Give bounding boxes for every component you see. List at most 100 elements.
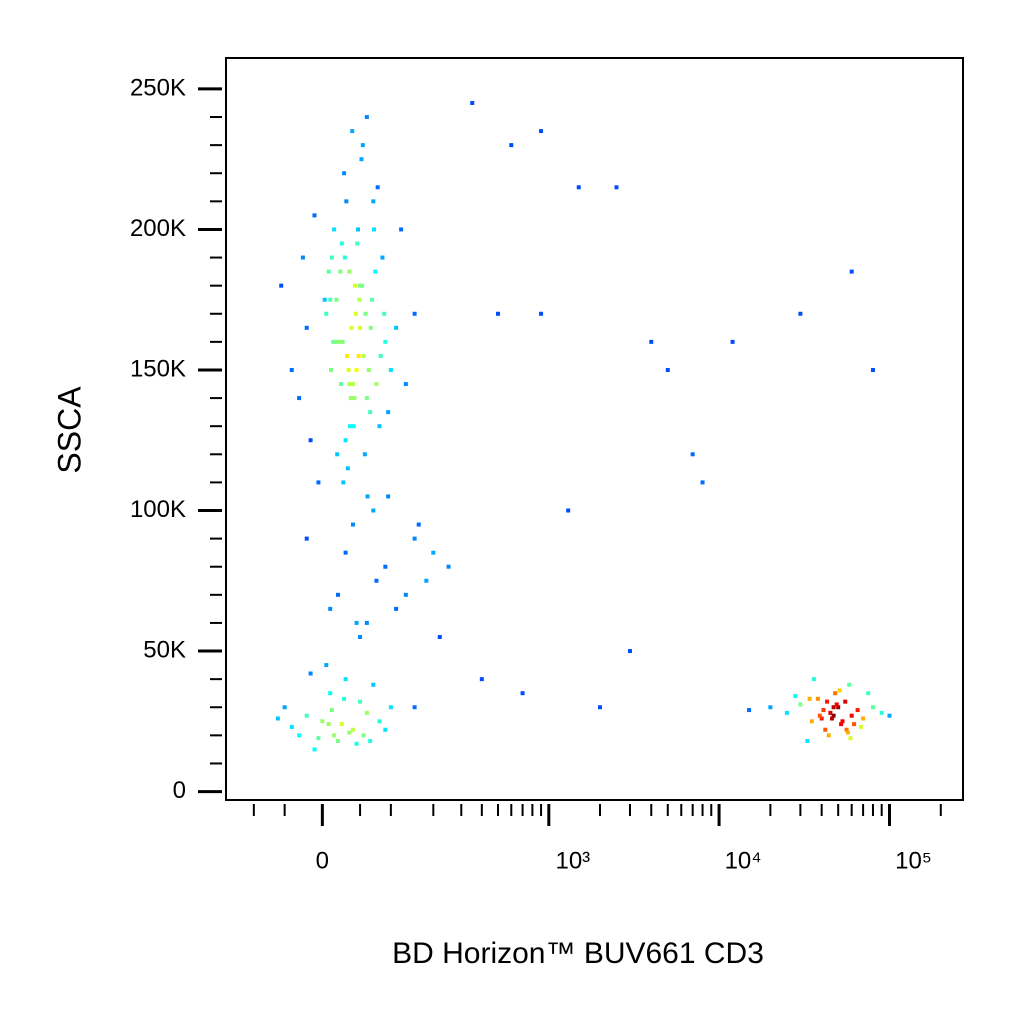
point bbox=[332, 339, 337, 344]
point bbox=[346, 367, 351, 372]
y-tick-label: 250K bbox=[130, 74, 186, 101]
point bbox=[335, 738, 340, 743]
point bbox=[809, 719, 814, 724]
point bbox=[304, 325, 309, 330]
point bbox=[665, 367, 670, 372]
point bbox=[437, 634, 442, 639]
point bbox=[394, 325, 399, 330]
point bbox=[509, 143, 514, 148]
point bbox=[371, 682, 376, 687]
point bbox=[446, 564, 451, 569]
point bbox=[341, 480, 346, 485]
point bbox=[380, 255, 385, 260]
point bbox=[375, 185, 380, 190]
point bbox=[350, 129, 355, 134]
point bbox=[388, 367, 393, 372]
point bbox=[334, 297, 339, 302]
point bbox=[368, 410, 373, 415]
point bbox=[326, 269, 331, 274]
point bbox=[337, 339, 342, 344]
plot-frame bbox=[225, 57, 964, 801]
point bbox=[355, 241, 360, 246]
point bbox=[335, 592, 340, 597]
point bbox=[870, 367, 875, 372]
point bbox=[364, 620, 369, 625]
point bbox=[849, 269, 854, 274]
point bbox=[386, 494, 391, 499]
point bbox=[855, 708, 860, 713]
point bbox=[308, 671, 313, 676]
point bbox=[365, 494, 370, 499]
point bbox=[312, 747, 317, 752]
point bbox=[279, 283, 284, 288]
point bbox=[364, 396, 369, 401]
point bbox=[383, 564, 388, 569]
point bbox=[348, 424, 353, 429]
point bbox=[817, 713, 822, 718]
point bbox=[378, 353, 383, 358]
point bbox=[879, 710, 884, 715]
point bbox=[355, 227, 360, 232]
point bbox=[798, 702, 803, 707]
point bbox=[819, 716, 824, 721]
point bbox=[316, 736, 321, 741]
point bbox=[358, 699, 363, 704]
point bbox=[350, 522, 355, 527]
point bbox=[345, 466, 350, 471]
point bbox=[343, 677, 348, 682]
point bbox=[825, 699, 830, 704]
point bbox=[358, 283, 363, 288]
point bbox=[361, 353, 366, 358]
point bbox=[339, 382, 344, 387]
point bbox=[805, 738, 810, 743]
point bbox=[374, 578, 379, 583]
point bbox=[328, 297, 333, 302]
point bbox=[347, 730, 352, 735]
point bbox=[377, 719, 382, 724]
point bbox=[304, 713, 309, 718]
point bbox=[374, 382, 379, 387]
point bbox=[350, 382, 355, 387]
point bbox=[359, 157, 364, 162]
point bbox=[350, 727, 355, 732]
point bbox=[358, 634, 363, 639]
point bbox=[351, 424, 356, 429]
point bbox=[798, 311, 803, 316]
point bbox=[394, 606, 399, 611]
point bbox=[353, 283, 358, 288]
point bbox=[324, 663, 329, 668]
point bbox=[297, 733, 302, 738]
y-tick-label: 100K bbox=[130, 496, 186, 523]
point bbox=[343, 438, 348, 443]
point bbox=[784, 710, 789, 715]
y-axis-label: SSCA bbox=[51, 386, 87, 474]
point bbox=[312, 213, 317, 218]
point bbox=[495, 311, 500, 316]
point bbox=[342, 255, 347, 260]
point bbox=[386, 410, 391, 415]
point bbox=[352, 396, 357, 401]
point bbox=[649, 339, 654, 344]
point bbox=[566, 508, 571, 513]
point bbox=[412, 311, 417, 316]
point bbox=[866, 691, 871, 696]
point bbox=[403, 382, 408, 387]
y-tick-label: 150K bbox=[130, 355, 186, 382]
point bbox=[479, 677, 484, 682]
point bbox=[576, 185, 581, 190]
point bbox=[597, 705, 602, 710]
point bbox=[363, 311, 368, 316]
point bbox=[614, 185, 619, 190]
point bbox=[360, 143, 365, 148]
point bbox=[297, 396, 302, 401]
point bbox=[839, 722, 844, 727]
point bbox=[388, 705, 393, 710]
point bbox=[833, 691, 838, 696]
point bbox=[332, 227, 337, 232]
point bbox=[304, 536, 309, 541]
point bbox=[289, 367, 294, 372]
point bbox=[354, 367, 359, 372]
point bbox=[320, 719, 325, 724]
point bbox=[539, 311, 544, 316]
